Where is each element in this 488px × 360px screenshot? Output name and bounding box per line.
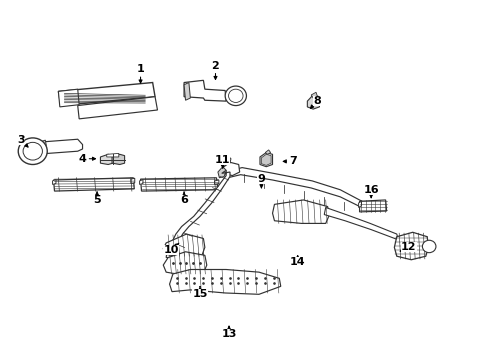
Polygon shape: [53, 178, 134, 191]
Circle shape: [422, 240, 435, 253]
Text: 3: 3: [17, 135, 28, 147]
Text: 5: 5: [93, 192, 101, 205]
Text: 16: 16: [363, 185, 378, 198]
Polygon shape: [214, 180, 219, 184]
Text: 12: 12: [400, 242, 416, 252]
Text: 13: 13: [221, 326, 236, 339]
Polygon shape: [39, 140, 46, 148]
Polygon shape: [53, 180, 56, 184]
Text: 15: 15: [192, 287, 207, 299]
Polygon shape: [58, 82, 155, 105]
Text: 4: 4: [79, 154, 95, 164]
Polygon shape: [307, 95, 319, 109]
Polygon shape: [106, 153, 119, 157]
Polygon shape: [272, 200, 328, 224]
Text: 11: 11: [215, 155, 230, 168]
Text: 14: 14: [289, 256, 305, 267]
Circle shape: [224, 86, 246, 105]
Polygon shape: [218, 167, 225, 178]
Circle shape: [18, 138, 47, 165]
Text: 6: 6: [180, 192, 187, 205]
Polygon shape: [163, 234, 204, 257]
Text: 10: 10: [163, 243, 179, 255]
Polygon shape: [223, 162, 239, 176]
Polygon shape: [183, 80, 225, 101]
Polygon shape: [140, 178, 218, 191]
Polygon shape: [224, 156, 230, 163]
Polygon shape: [261, 154, 270, 165]
Text: 7: 7: [283, 156, 296, 166]
Polygon shape: [183, 82, 190, 100]
Polygon shape: [131, 178, 135, 184]
Polygon shape: [358, 201, 361, 207]
Circle shape: [23, 142, 42, 160]
Polygon shape: [163, 252, 206, 275]
Polygon shape: [310, 92, 317, 98]
Text: 8: 8: [310, 96, 320, 108]
Polygon shape: [265, 150, 270, 154]
Polygon shape: [36, 139, 82, 154]
Polygon shape: [324, 207, 397, 240]
Polygon shape: [393, 232, 427, 260]
Text: 9: 9: [257, 174, 265, 188]
Polygon shape: [169, 270, 280, 294]
Text: 1: 1: [137, 64, 144, 83]
Polygon shape: [227, 168, 365, 209]
Polygon shape: [139, 180, 142, 184]
Polygon shape: [58, 89, 79, 107]
Text: 2: 2: [211, 61, 219, 80]
Polygon shape: [260, 153, 272, 167]
Polygon shape: [359, 200, 386, 212]
Polygon shape: [78, 97, 157, 119]
Polygon shape: [100, 154, 113, 165]
Polygon shape: [112, 154, 124, 165]
Polygon shape: [166, 170, 229, 257]
